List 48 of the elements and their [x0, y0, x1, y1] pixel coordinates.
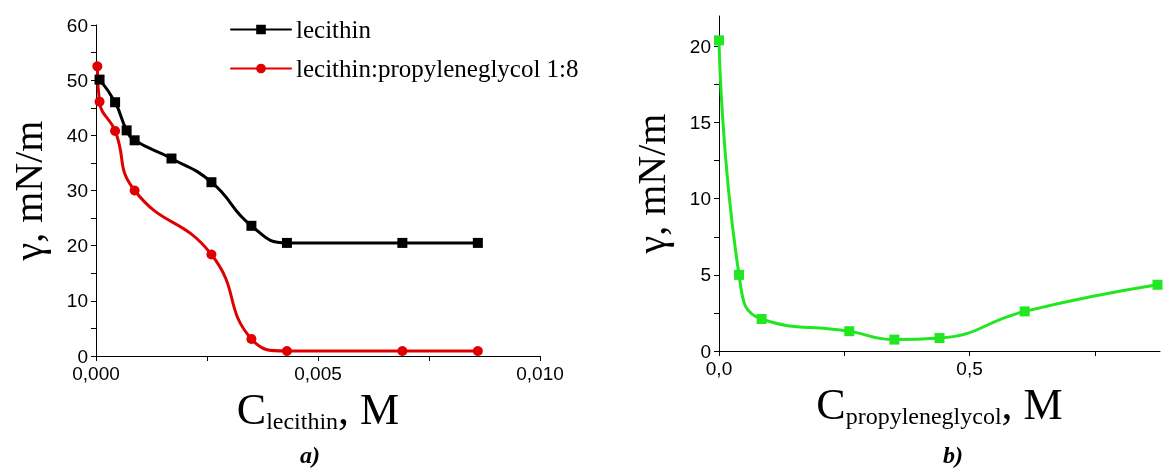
y-tick-label: 20: [689, 35, 711, 57]
y-tick-label: 10: [66, 290, 88, 312]
y-tick-label: 30: [66, 180, 88, 201]
point: [397, 346, 408, 357]
point: [246, 333, 257, 344]
y-axis-title: γ, mN/m: [5, 120, 51, 262]
y-tick-label: 50: [66, 69, 88, 91]
x-axis-title: Clecithin, M: [236, 385, 400, 435]
point: [206, 249, 217, 260]
point: [94, 74, 105, 85]
point: [94, 96, 105, 107]
point: [397, 237, 408, 248]
point: [734, 269, 745, 280]
point: [889, 334, 900, 345]
point: [934, 333, 945, 344]
point: [281, 237, 292, 248]
text: a): [300, 442, 320, 469]
point: [121, 125, 132, 136]
y-tick-label: 10: [689, 188, 711, 210]
text: b): [943, 442, 963, 469]
point: [756, 314, 767, 325]
x-tick-label: 0,010: [516, 363, 564, 384]
point: [129, 135, 140, 146]
y-axis-title: γ, mN/m: [628, 113, 674, 255]
point: [92, 61, 103, 72]
point: [166, 153, 177, 164]
point: [472, 346, 483, 357]
y-tick-label: 40: [66, 124, 88, 146]
point: [714, 35, 724, 46]
point: [1019, 306, 1030, 317]
y-tick-label: 5: [700, 264, 711, 286]
point: [281, 346, 292, 357]
y-tick-label: 60: [66, 14, 88, 36]
x-axis-title: Cpropyleneglycol, M: [816, 380, 1063, 430]
legend-label: lecithin:propyleneglycol 1:8: [296, 55, 579, 82]
legend-label: lecithin: [296, 16, 372, 43]
point: [129, 185, 140, 196]
point: [246, 220, 257, 231]
x-tick-label: 0,005: [294, 363, 342, 384]
y-tick-label: 15: [689, 112, 711, 134]
y-tick-label: 20: [66, 235, 88, 257]
point: [472, 237, 483, 248]
point: [110, 125, 121, 136]
x-tick-label: 0,5: [956, 358, 983, 379]
point: [1152, 279, 1163, 290]
point: [844, 326, 855, 337]
point: [206, 177, 217, 188]
point: [110, 97, 121, 108]
